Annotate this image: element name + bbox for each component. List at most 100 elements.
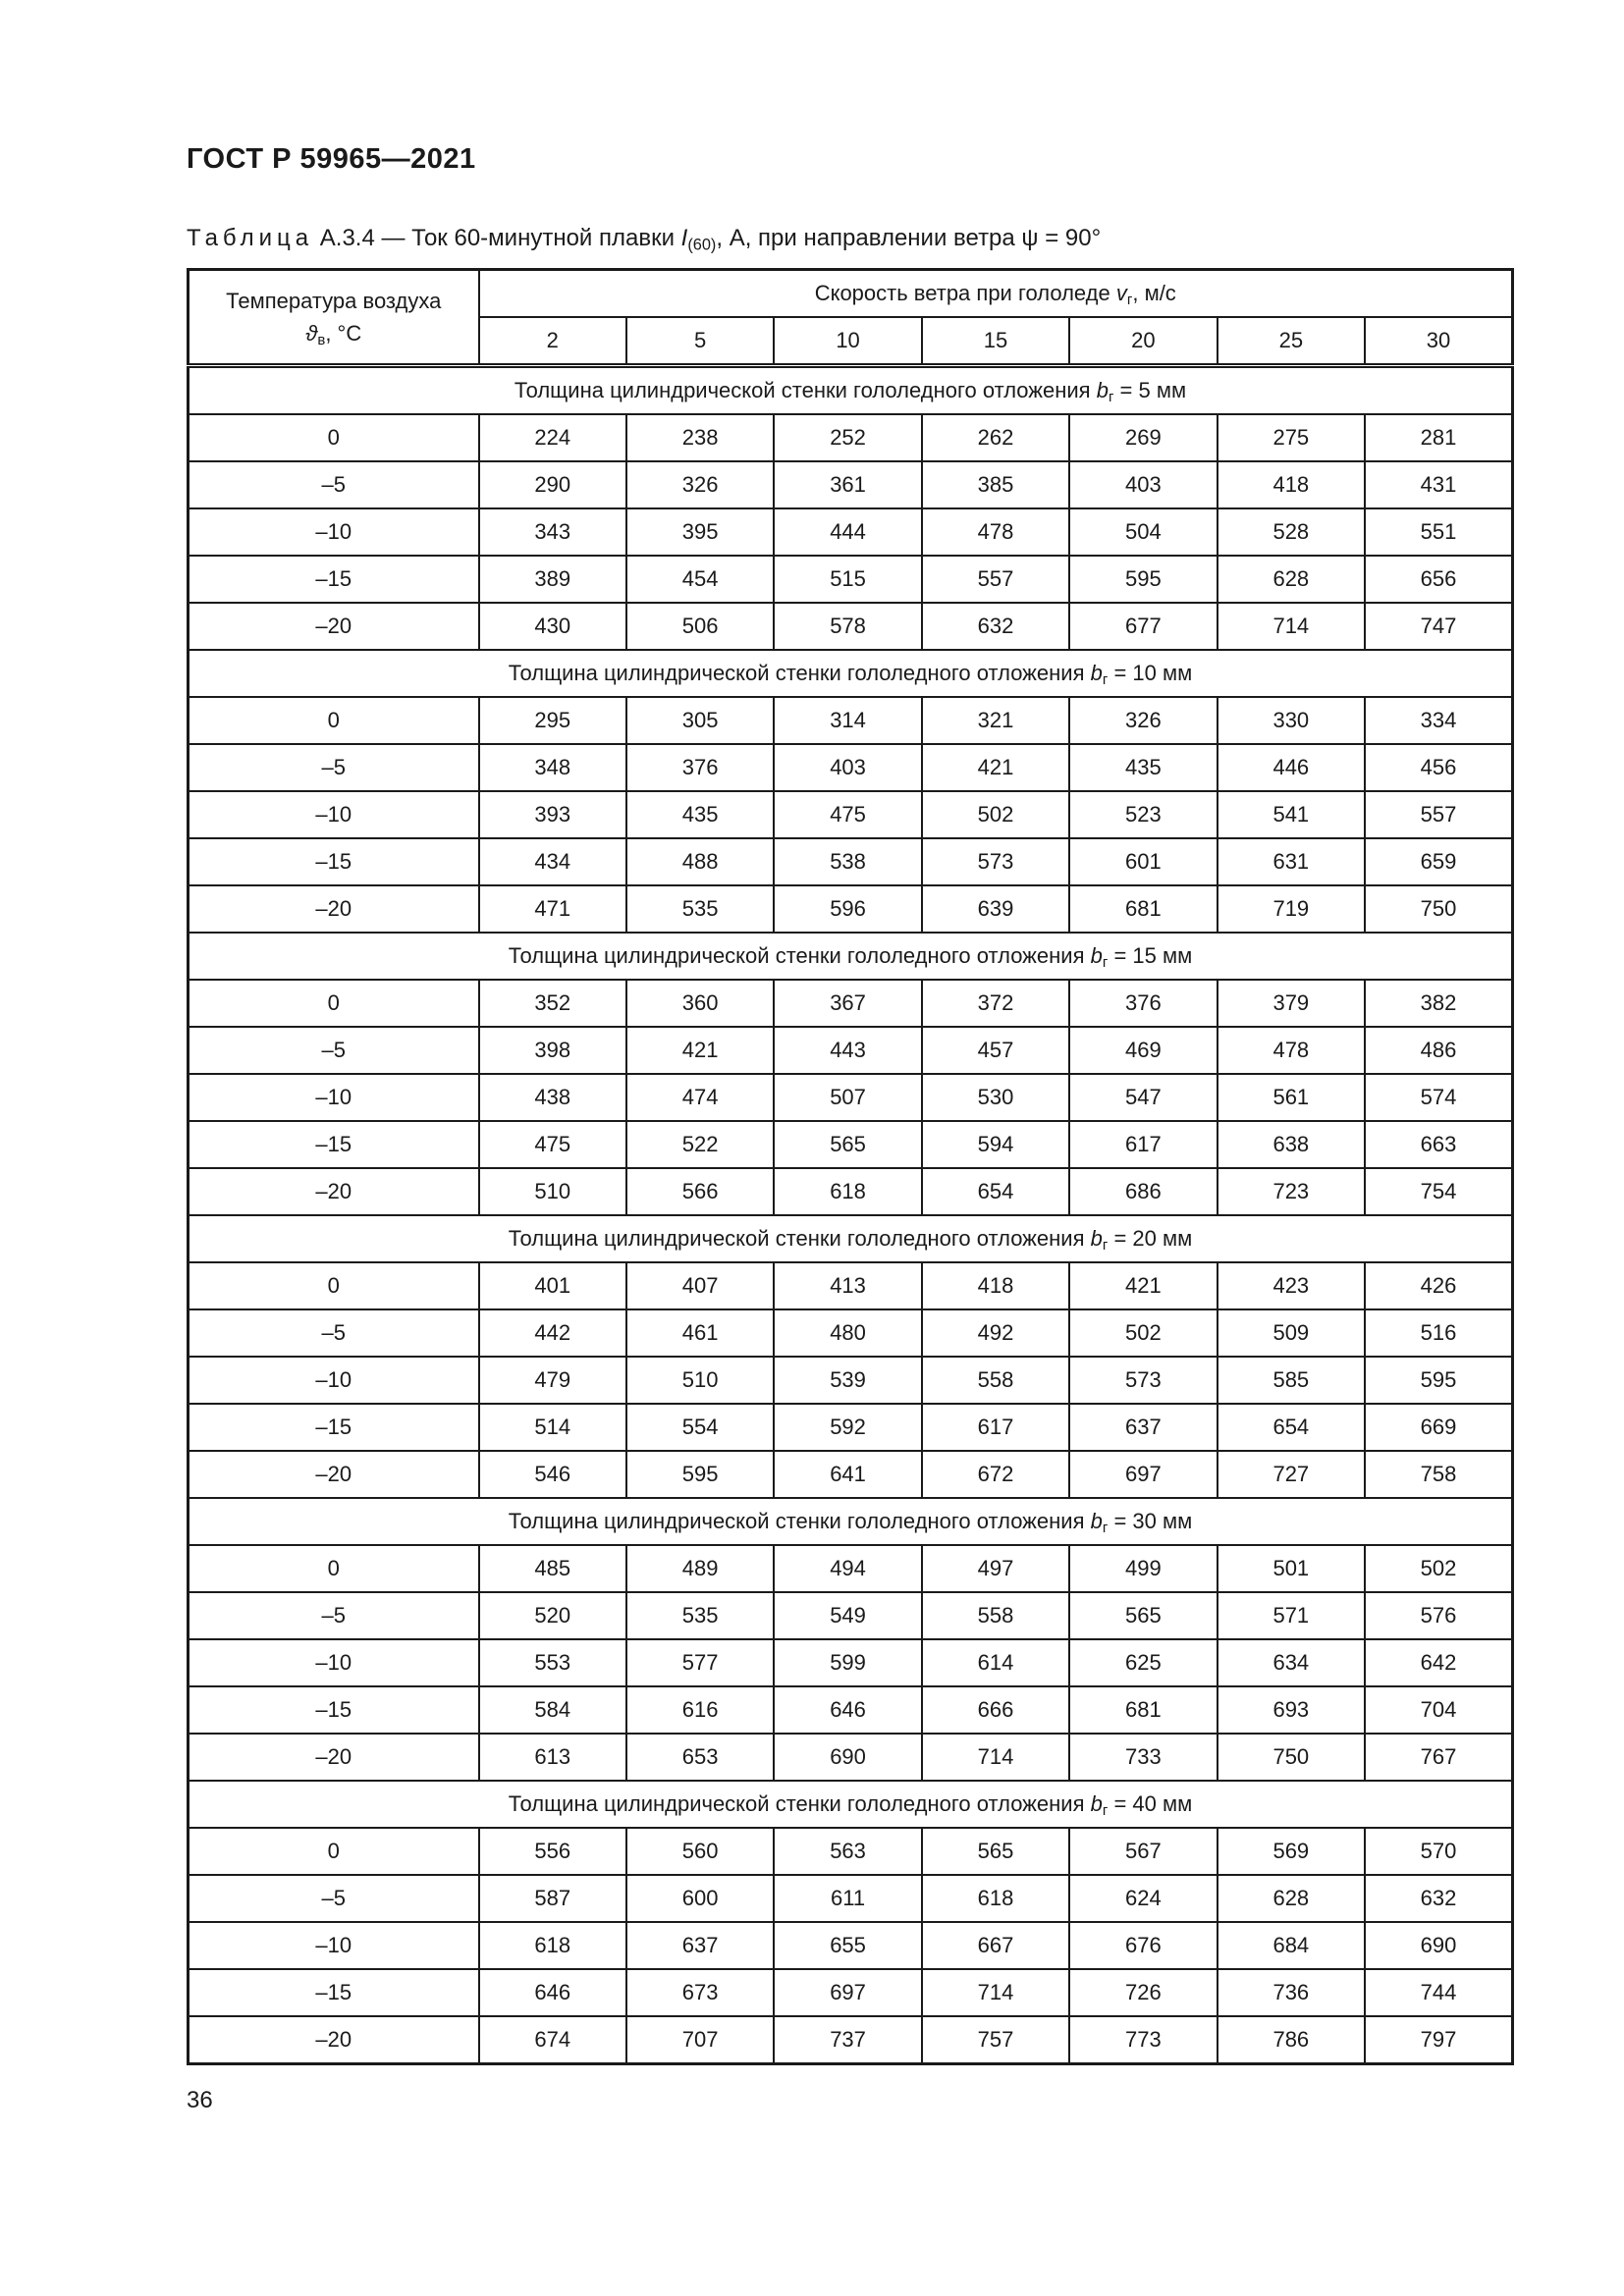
current-value-cell: 663 bbox=[1364, 1120, 1514, 1169]
data-row: –15 389 454 515 557 595 628 656 bbox=[187, 555, 1514, 604]
current-value-cell: 326 bbox=[1068, 696, 1218, 745]
data-row: 0 295 305 314 321 326 330 334 bbox=[187, 696, 1514, 745]
data-row: –15 646 673 697 714 726 736 744 bbox=[187, 1968, 1514, 2017]
current-value-cell: 469 bbox=[1068, 1026, 1218, 1075]
data-row: –15 434 488 538 573 601 631 659 bbox=[187, 837, 1514, 886]
current-value-cell: 488 bbox=[624, 837, 776, 886]
temperature-cell: –20 bbox=[187, 1167, 480, 1216]
section-title: Толщина цилиндрической стенки гололедног… bbox=[187, 1497, 1514, 1546]
current-value-cell: 618 bbox=[920, 1874, 1071, 1923]
temperature-cell: –15 bbox=[187, 837, 480, 886]
current-value-cell: 641 bbox=[773, 1450, 923, 1499]
temperature-cell: –20 bbox=[187, 602, 480, 651]
current-value-cell: 435 bbox=[1068, 743, 1218, 792]
current-value-cell: 573 bbox=[920, 837, 1071, 886]
theta-symbol-sub: в bbox=[317, 332, 326, 349]
melting-current-table: Температура воздуха ϑв, °С Скорость ветр… bbox=[187, 268, 1514, 2065]
current-value-cell: 502 bbox=[1068, 1308, 1218, 1358]
current-value-cell: 382 bbox=[1364, 979, 1514, 1028]
current-value-cell: 617 bbox=[920, 1403, 1071, 1452]
current-value-cell: 797 bbox=[1364, 2015, 1514, 2065]
caption-dash: — bbox=[381, 225, 406, 251]
current-value-cell: 577 bbox=[624, 1638, 776, 1687]
current-value-cell: 676 bbox=[1068, 1921, 1218, 1970]
current-value-cell: 361 bbox=[773, 460, 923, 509]
current-value-cell: 334 bbox=[1364, 696, 1514, 745]
wind-speed-value: 10 bbox=[773, 316, 923, 368]
current-value-cell: 669 bbox=[1364, 1403, 1514, 1452]
data-row: 0 401 407 413 418 421 423 426 bbox=[187, 1261, 1514, 1310]
current-value-cell: 595 bbox=[1364, 1356, 1514, 1405]
temperature-cell: 0 bbox=[187, 1544, 480, 1593]
current-value-cell: 393 bbox=[477, 790, 627, 839]
current-value-cell: 637 bbox=[1068, 1403, 1218, 1452]
current-value-cell: 530 bbox=[920, 1073, 1071, 1122]
current-value-cell: 551 bbox=[1364, 507, 1514, 557]
current-value-cell: 290 bbox=[477, 460, 627, 509]
wind-speed-value: 30 bbox=[1364, 316, 1514, 368]
page-number: 36 bbox=[187, 2087, 213, 2113]
current-value-cell: 574 bbox=[1364, 1073, 1514, 1122]
current-value-cell: 566 bbox=[624, 1167, 776, 1216]
current-value-cell: 295 bbox=[477, 696, 627, 745]
current-value-cell: 563 bbox=[773, 1827, 923, 1876]
current-value-cell: 431 bbox=[1364, 460, 1514, 509]
current-value-cell: 528 bbox=[1216, 507, 1367, 557]
data-row: –20 471 535 596 639 681 719 750 bbox=[187, 884, 1514, 934]
temperature-cell: –20 bbox=[187, 2015, 480, 2065]
data-row: –5 442 461 480 492 502 509 516 bbox=[187, 1308, 1514, 1358]
current-value-cell: 625 bbox=[1068, 1638, 1218, 1687]
current-value-cell: 558 bbox=[920, 1591, 1071, 1640]
current-value-cell: 474 bbox=[624, 1073, 776, 1122]
data-row: –10 479 510 539 558 573 585 595 bbox=[187, 1356, 1514, 1405]
temperature-cell: –10 bbox=[187, 1921, 480, 1970]
thickness-symbol-sub: г bbox=[1102, 1237, 1109, 1255]
current-value-cell: 595 bbox=[1068, 555, 1218, 604]
current-value-cell: 479 bbox=[477, 1356, 627, 1405]
section-title: Толщина цилиндрической стенки гололедног… bbox=[187, 932, 1514, 981]
table-body: Толщина цилиндрической стенки гололедног… bbox=[187, 364, 1514, 2065]
current-value-cell: 486 bbox=[1364, 1026, 1514, 1075]
current-value-cell: 757 bbox=[920, 2015, 1071, 2065]
caption-symbol-sub: (60) bbox=[687, 236, 717, 254]
thickness-symbol: b bbox=[1090, 1791, 1103, 1816]
caption-label: Таблица bbox=[187, 225, 314, 251]
current-value-cell: 515 bbox=[773, 555, 923, 604]
current-value-cell: 601 bbox=[1068, 837, 1218, 886]
data-row: –20 613 653 690 714 733 750 767 bbox=[187, 1733, 1514, 1782]
section-header-row: Толщина цилиндрической стенки гололедног… bbox=[187, 1780, 1514, 1829]
current-value-cell: 269 bbox=[1068, 413, 1218, 462]
temperature-cell: –5 bbox=[187, 1591, 480, 1640]
section-title: Толщина цилиндрической стенки гололедног… bbox=[187, 649, 1514, 698]
section-header-row: Толщина цилиндрической стенки гололедног… bbox=[187, 364, 1514, 415]
current-value-cell: 444 bbox=[773, 507, 923, 557]
current-value-cell: 684 bbox=[1216, 1921, 1367, 1970]
current-value-cell: 786 bbox=[1216, 2015, 1367, 2065]
temperature-cell: –10 bbox=[187, 1638, 480, 1687]
current-value-cell: 595 bbox=[624, 1450, 776, 1499]
wind-speed-values-row: 2 5 10 15 20 25 30 bbox=[189, 316, 1514, 368]
current-value-cell: 674 bbox=[477, 2015, 627, 2065]
current-value-cell: 367 bbox=[773, 979, 923, 1028]
current-value-cell: 442 bbox=[477, 1308, 627, 1358]
current-value-cell: 538 bbox=[773, 837, 923, 886]
current-value-cell: 430 bbox=[477, 602, 627, 651]
current-value-cell: 506 bbox=[624, 602, 776, 651]
current-value-cell: 628 bbox=[1216, 1874, 1367, 1923]
current-value-cell: 379 bbox=[1216, 979, 1367, 1028]
current-value-cell: 554 bbox=[624, 1403, 776, 1452]
data-row: –20 674 707 737 757 773 786 797 bbox=[187, 2015, 1514, 2065]
current-value-cell: 618 bbox=[773, 1167, 923, 1216]
wind-speed-value: 25 bbox=[1216, 316, 1367, 368]
current-value-cell: 557 bbox=[1364, 790, 1514, 839]
wind-speed-value: 20 bbox=[1068, 316, 1218, 368]
data-row: 0 485 489 494 497 499 501 502 bbox=[187, 1544, 1514, 1593]
current-value-cell: 478 bbox=[920, 507, 1071, 557]
current-value-cell: 599 bbox=[773, 1638, 923, 1687]
current-value-cell: 343 bbox=[477, 507, 627, 557]
current-value-cell: 461 bbox=[624, 1308, 776, 1358]
data-row: –20 510 566 618 654 686 723 754 bbox=[187, 1167, 1514, 1216]
current-value-cell: 565 bbox=[920, 1827, 1071, 1876]
current-value-cell: 376 bbox=[624, 743, 776, 792]
current-value-cell: 569 bbox=[1216, 1827, 1367, 1876]
